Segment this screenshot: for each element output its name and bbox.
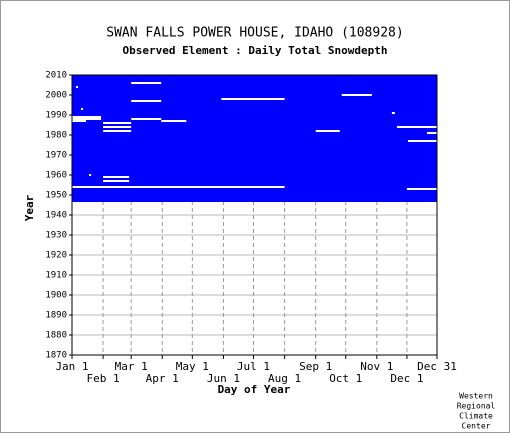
missing-gap xyxy=(426,132,437,134)
chart-subtitle: Observed Element : Daily Total Snowdepth xyxy=(123,44,388,57)
plot-border xyxy=(71,74,438,356)
y-tick-label: 1910 xyxy=(45,271,67,281)
missing-gap xyxy=(131,118,162,120)
missing-gap xyxy=(72,186,285,188)
missing-gap xyxy=(72,116,102,118)
credit-line: Regional xyxy=(457,402,496,411)
credit-line: Climate xyxy=(459,412,493,421)
missing-gap xyxy=(103,176,130,178)
x-tick-label: Jan 1 xyxy=(55,360,88,373)
missing-gap xyxy=(72,120,87,122)
missing-gap xyxy=(391,112,395,114)
chart-title: SWAN FALLS POWER HOUSE, IDAHO (108928) xyxy=(106,26,403,41)
missing-gap xyxy=(221,98,285,100)
x-tick-label: May 1 xyxy=(176,360,209,373)
y-tick-label: 2010 xyxy=(45,71,67,81)
y-tick-label: 1950 xyxy=(45,191,67,201)
y-tick-label: 1990 xyxy=(45,111,67,121)
missing-gap xyxy=(76,86,79,88)
missing-gap xyxy=(81,108,84,110)
y-tick-label: 2000 xyxy=(45,91,67,101)
y-tick-label: 1890 xyxy=(45,311,67,321)
missing-gap xyxy=(406,188,437,190)
missing-gap xyxy=(341,94,372,96)
missing-gap xyxy=(89,174,92,176)
missing-gap xyxy=(396,126,437,128)
y-tick-label: 1870 xyxy=(45,351,67,361)
observed-block xyxy=(72,75,437,202)
x-tick-label: Nov 1 xyxy=(360,360,393,373)
missing-gap xyxy=(407,140,437,142)
x-tick-label: Aug 1 xyxy=(268,372,301,385)
x-tick-label: Jul 1 xyxy=(237,360,270,373)
x-tick-label: Jun 1 xyxy=(207,372,240,385)
missing-gap xyxy=(103,126,132,128)
missing-gap xyxy=(131,82,162,84)
x-tick-label: Apr 1 xyxy=(146,372,179,385)
x-tick-label: Mar 1 xyxy=(115,360,148,373)
missing-gap xyxy=(161,120,187,122)
x-tick-label: Sep 1 xyxy=(299,360,332,373)
missing-gap xyxy=(315,130,340,132)
y-tick-label: 1940 xyxy=(45,211,67,221)
x-tick-label: Dec 1 xyxy=(390,372,423,385)
x-tick-label: Oct 1 xyxy=(329,372,362,385)
missing-gap xyxy=(131,100,162,102)
credit-line: Center xyxy=(462,422,491,431)
missing-gap xyxy=(103,180,130,182)
missing-gap xyxy=(72,118,102,120)
x-tick-label: Feb 1 xyxy=(87,372,120,385)
y-tick-label: 1920 xyxy=(45,251,67,261)
missing-gap xyxy=(103,122,132,124)
missing-gap xyxy=(103,130,132,132)
y-tick-label: 1980 xyxy=(45,131,67,141)
y-tick-label: 1960 xyxy=(45,171,67,181)
y-tick-label: 1900 xyxy=(45,291,67,301)
y-tick-label: 1970 xyxy=(45,151,67,161)
x-tick-label: Dec 31 xyxy=(417,360,457,373)
x-axis-label: Day of Year xyxy=(218,383,291,396)
y-tick-label: 1880 xyxy=(45,331,67,341)
y-tick-label: 1930 xyxy=(45,231,67,241)
y-axis-label: Year xyxy=(23,194,36,221)
credit-line: Western xyxy=(459,392,493,401)
